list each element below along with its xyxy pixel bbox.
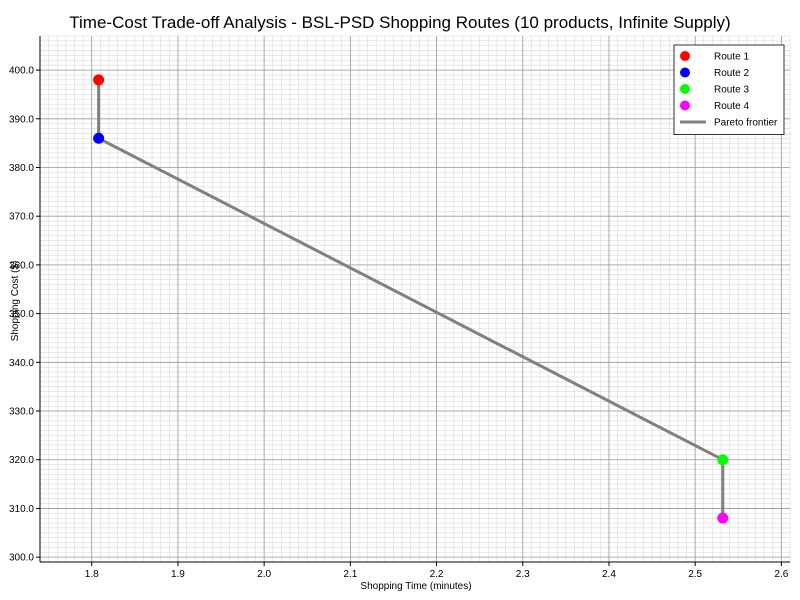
x-axis-ticks: 1.8 1.9 2.0 2.1 2.2 2.3 2.4 2.5 2.6 [85,562,789,580]
point-route-3 [717,454,729,466]
x-tick-label: 2.5 [688,569,702,580]
y-tick-label: 350.0 [9,309,34,320]
y-axis-label: Shopping Cost ($) [10,261,21,342]
y-tick-label: 360.0 [9,260,34,271]
pareto-frontier [97,79,725,519]
legend-marker [680,100,690,111]
y-axis-ticks: 300.0 310.0 320.0 330.0 340.0 350.0 360.0 370.0… [9,66,40,564]
legend-marker [680,51,690,61]
y-tick-label: 370.0 [9,212,34,223]
x-axis-label: Shopping Time (minutes) [360,581,471,592]
point-route-2 [93,132,105,144]
x-tick-label: 2.4 [602,569,616,580]
x-tick-label: 2.6 [774,569,788,580]
y-tick-label: 340.0 [9,358,34,369]
point-route-1 [93,74,105,86]
x-tick-label: 2.3 [516,569,530,580]
legend: Route 1 Route 2 Route 3 Route 4 Pareto front… [673,44,785,135]
legend-box [673,44,785,135]
y-tick-label: 380.0 [9,163,34,174]
legend-marker [680,67,690,78]
legend-label: Route 3 [714,85,749,96]
legend-label: Route 4 [714,101,749,112]
legend-label: Route 1 [714,52,749,63]
data-points [93,74,729,524]
chart-title: Time-Cost Trade-off Analysis - BSL-PSD S… [69,13,730,32]
x-tick-label: 2.1 [343,569,357,580]
x-tick-label: 1.8 [85,569,99,580]
point-route-4 [717,512,729,524]
y-tick-label: 320.0 [9,455,34,466]
legend-label: Pareto frontier [714,118,778,129]
y-tick-label: 300.0 [9,553,34,564]
pareto-frontier-line [97,79,725,519]
x-tick-label: 2.2 [430,569,444,580]
legend-marker [680,84,690,94]
y-tick-label: 390.0 [9,114,34,125]
axes [39,36,790,563]
y-tick-label: 330.0 [9,407,34,418]
legend-label: Route 2 [714,68,749,79]
y-tick-label: 400.0 [9,66,34,77]
y-tick-label: 310.0 [9,504,34,515]
x-tick-label: 1.9 [171,569,185,580]
x-tick-label: 2.0 [257,569,271,580]
